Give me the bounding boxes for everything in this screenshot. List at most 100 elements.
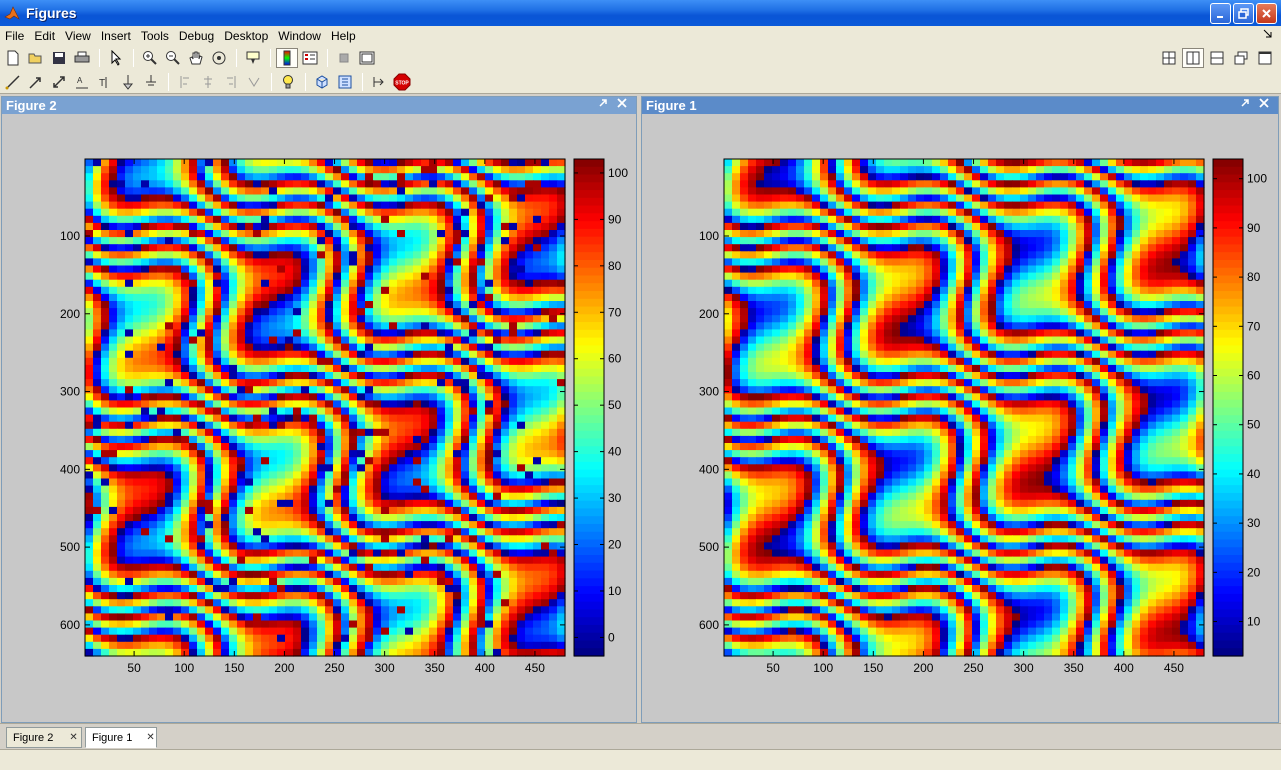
close-icon[interactable] xyxy=(617,98,631,112)
insert-double-arrow-button[interactable] xyxy=(48,72,70,92)
heatmap-cell xyxy=(557,215,566,224)
heatmap-cell xyxy=(325,180,334,188)
heatmap-cell xyxy=(213,187,222,196)
heatmap-cell xyxy=(221,272,230,281)
heatmap-cell xyxy=(557,379,566,387)
minimize-button[interactable] xyxy=(1210,2,1231,24)
heatmap-cell xyxy=(373,208,382,217)
heatmap-cell xyxy=(341,613,350,622)
zoom-out-button[interactable] xyxy=(162,48,184,68)
menu-view[interactable]: View xyxy=(65,29,91,43)
heatmap-cell xyxy=(93,428,102,437)
heatmap-cell xyxy=(269,364,278,373)
restore-button[interactable] xyxy=(1233,2,1254,24)
heatmap-cell xyxy=(125,194,134,203)
debug-step-button[interactable] xyxy=(368,72,390,92)
rotate-3d-button[interactable] xyxy=(208,48,230,68)
heatmap-cell xyxy=(764,194,773,203)
heatmap-cell xyxy=(429,506,438,515)
close-button[interactable] xyxy=(1256,2,1277,24)
menu-help[interactable]: Help xyxy=(330,29,356,43)
figure-1-panel[interactable]: Figure 1 50 100 150 200 250 300 350 400 450 100 20… xyxy=(641,96,1279,723)
menu-window[interactable]: Window xyxy=(278,29,321,43)
pan-button[interactable] xyxy=(185,48,207,68)
close-icon[interactable] xyxy=(1259,98,1273,112)
maximize-layout-button[interactable] xyxy=(1254,48,1276,68)
insert-colorbar-button[interactable] xyxy=(276,48,298,68)
heatmap-cell xyxy=(125,286,134,295)
insert-ellipse-button[interactable] xyxy=(140,72,162,92)
heatmap-cell xyxy=(301,343,310,352)
insert-text-box-button[interactable]: T xyxy=(94,72,116,92)
figure-1-axes[interactable]: 50 100 150 200 250 300 350 400 45010020030040050… xyxy=(642,114,1278,722)
menu-debug[interactable]: Debug xyxy=(178,29,215,43)
undock-icon[interactable] xyxy=(598,98,612,112)
distribute-button[interactable] xyxy=(243,72,265,92)
left-right-layout-button[interactable] xyxy=(1182,48,1204,68)
insert-line-button[interactable] xyxy=(2,72,24,92)
undock-arrow-icon[interactable] xyxy=(1263,29,1273,39)
heatmap-cell xyxy=(213,641,222,650)
print-figure-button[interactable] xyxy=(71,48,93,68)
zoom-in-button[interactable] xyxy=(139,48,161,68)
heatmap-cell xyxy=(253,514,262,522)
heatmap-cell xyxy=(868,194,877,203)
heatmap-cell xyxy=(541,230,550,238)
heatmap-cell xyxy=(213,357,222,366)
heatmap-cell xyxy=(445,180,454,188)
new-figure-button[interactable] xyxy=(2,48,24,68)
heatmap-cell xyxy=(357,499,366,508)
heatmap-cell xyxy=(173,393,182,401)
heatmap-cell xyxy=(445,265,454,274)
figure-2-axes[interactable]: 50 100 150 200 250 300 350 400 45010020030040050… xyxy=(2,114,636,722)
heatmap-cell xyxy=(413,315,422,323)
heatmap-cell xyxy=(461,159,470,167)
figure-2-header[interactable]: Figure 2 xyxy=(2,97,636,114)
heatmap-cell xyxy=(269,585,278,593)
heatmap-cell xyxy=(197,237,206,245)
heatmap-cell xyxy=(924,201,933,210)
heatmap-cell xyxy=(421,485,430,494)
heatmap-cell xyxy=(125,606,134,614)
float-layout-button[interactable] xyxy=(1230,48,1252,68)
camera-toolbar-button[interactable] xyxy=(311,72,333,92)
hide-plot-tools-button[interactable] xyxy=(333,48,355,68)
tile-layout-button[interactable] xyxy=(1158,48,1180,68)
property-editor-button[interactable] xyxy=(334,72,356,92)
figure-1-header[interactable]: Figure 1 xyxy=(642,97,1278,114)
menu-insert[interactable]: Insert xyxy=(100,29,131,43)
menu-file[interactable]: File xyxy=(5,29,25,43)
heatmap-cell xyxy=(125,400,134,409)
panel-splitter[interactable] xyxy=(637,96,641,723)
align-center-button[interactable] xyxy=(197,72,219,92)
insert-rectangle-button[interactable] xyxy=(117,72,139,92)
menu-tools[interactable]: Tools xyxy=(140,29,169,43)
figure-2-panel[interactable]: Figure 2 50 100 150 200 250 300 350 400 450 100 20… xyxy=(1,96,637,723)
light-button[interactable] xyxy=(277,72,299,92)
heatmap-cell xyxy=(101,244,110,252)
top-bottom-layout-button[interactable] xyxy=(1206,48,1228,68)
show-plot-tools-button[interactable] xyxy=(356,48,378,68)
open-file-button[interactable] xyxy=(25,48,47,68)
align-right-button[interactable] xyxy=(220,72,242,92)
heatmap-cell xyxy=(381,159,390,167)
heatmap-cell xyxy=(221,428,230,437)
insert-arrow-button[interactable] xyxy=(25,72,47,92)
stop-button[interactable]: STOP xyxy=(391,72,413,92)
edit-plot-button[interactable] xyxy=(105,48,127,68)
menu-edit[interactable]: Edit xyxy=(34,29,56,43)
undock-icon[interactable] xyxy=(1240,98,1254,112)
insert-legend-button[interactable] xyxy=(299,48,321,68)
data-cursor-button[interactable] xyxy=(242,48,264,68)
save-figure-button[interactable] xyxy=(48,48,70,68)
heatmap-cell xyxy=(517,648,526,657)
align-left-button[interactable] xyxy=(174,72,196,92)
menu-desktop[interactable]: Desktop xyxy=(224,29,269,43)
heatmap-cell xyxy=(317,514,326,522)
heatmap-cell xyxy=(125,556,134,565)
heatmap-cell xyxy=(429,173,438,181)
heatmap-cell xyxy=(349,343,358,352)
heatmap-cell xyxy=(157,286,166,295)
heatmap-cell xyxy=(141,542,150,551)
insert-text-arrow-button[interactable]: A xyxy=(71,72,93,92)
